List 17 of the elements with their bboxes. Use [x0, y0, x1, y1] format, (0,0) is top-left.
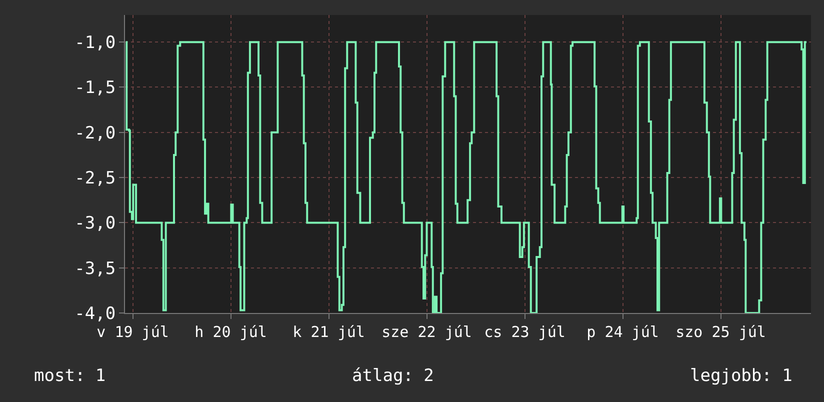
y-tick-label: -1,5: [74, 78, 116, 98]
x-tick-label: h 20 júl: [194, 323, 267, 341]
y-tick-label: -2,5: [74, 168, 116, 188]
x-tick-label: szo 25 júl: [676, 323, 766, 341]
x-tick-label: sze 22 júl: [382, 323, 472, 341]
x-tick-label: cs 23 júl: [484, 323, 566, 341]
x-tick-label: p 24 júl: [586, 323, 659, 341]
y-tick-label: -1,0: [74, 33, 116, 54]
text: legjobb: 1: [690, 366, 792, 386]
x-tick-label: v 19 júl: [96, 323, 169, 341]
y-tick-label: -3,5: [74, 258, 116, 279]
text: átlag: 2: [352, 366, 434, 386]
x-tick-label: k 21 júl: [292, 323, 365, 341]
y-tick-label: -3,0: [74, 214, 116, 234]
y-tick-label: -4,0: [74, 304, 116, 324]
text: most: 1: [34, 366, 106, 386]
y-tick-label: -2,0: [74, 123, 116, 144]
